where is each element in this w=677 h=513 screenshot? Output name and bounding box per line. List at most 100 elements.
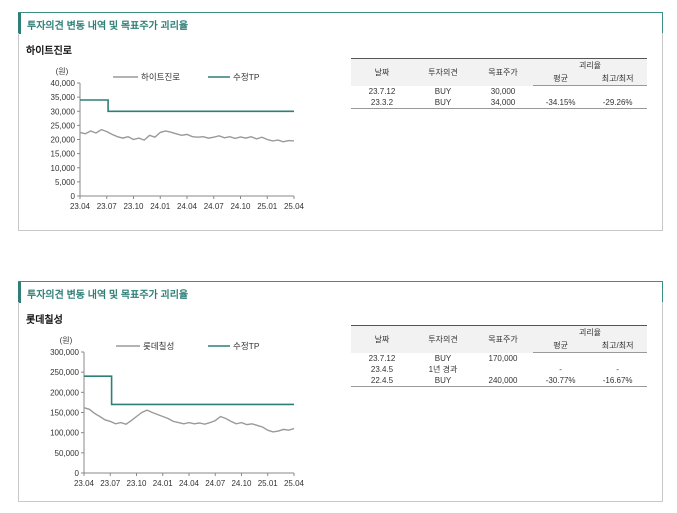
y-tick-label: 25,000 [51, 121, 76, 130]
col-gap-avg: 평균 [533, 72, 589, 86]
cell-target: 240,000 [473, 375, 533, 387]
y-unit-label: (원) [56, 67, 69, 76]
x-tick-label: 23.07 [97, 202, 118, 211]
panel-title: 투자의견 변동 내역 및 목표주가 괴리율 [27, 290, 189, 301]
col-gap-avg: 평균 [533, 339, 589, 353]
opinion-table: 날짜 투자의견 목표주가 괴리율 평균 최고/최저 23.7.12 BUY 17… [351, 325, 647, 387]
cell-date: 23.4.5 [370, 365, 394, 374]
x-tick-label: 25.04 [284, 479, 305, 488]
x-tick-label: 24.04 [177, 202, 198, 211]
cell-date: 23.7.12 [368, 86, 396, 96]
panel-lotte: 투자의견 변동 내역 및 목표주가 괴리율 롯데칠성 (원) 롯데칠성 수정TP… [18, 281, 663, 502]
cell-avg [533, 86, 588, 98]
cell-opinion: BUY [434, 86, 452, 96]
cell-opinion: BUY [413, 375, 473, 387]
y-tick-label: 30,000 [51, 107, 76, 116]
col-gap: 괴리율 [533, 325, 647, 339]
panel-hite: 투자의견 변동 내역 및 목표주가 괴리율 하이트진로 (원) 하이트진로 수정… [18, 12, 663, 231]
x-tick-label: 24.01 [150, 202, 171, 211]
legend: 롯데칠성 수정TP [116, 341, 260, 351]
stock-price-line [79, 128, 295, 143]
cell-opinion: BUY [413, 97, 473, 109]
cell-maxmin: - [616, 365, 619, 374]
cell-date: 22.4.5 [351, 375, 413, 387]
cell-opinion: 1년 경과 [428, 365, 458, 374]
opinion-table: 날짜 투자의견 목표주가 괴리율 평균 최고/최저 23.7.12 BUY 30… [351, 58, 647, 109]
col-target: 목표주가 [473, 325, 533, 353]
y-tick-label: 5,000 [55, 178, 76, 187]
cell-avg: - [559, 365, 562, 374]
price-chart: (원) 롯데칠성 수정TP 0 50,000 100,000 150,000 200,0… [50, 336, 305, 488]
cell-maxmin [588, 86, 647, 98]
y-tick-label: 0 [75, 469, 80, 478]
panel-header: 투자의견 변동 내역 및 목표주가 괴리율 [18, 12, 663, 34]
target-price-line [84, 375, 294, 406]
col-opinion: 투자의견 [413, 325, 473, 353]
panel-left-border [18, 302, 19, 501]
y-tick-label: 35,000 [51, 93, 76, 102]
panel-title: 투자의견 변동 내역 및 목표주가 괴리율 [27, 21, 189, 32]
cell-target: 30,000 [490, 86, 516, 96]
col-gap: 괴리율 [533, 58, 647, 72]
cell-target: 34,000 [473, 97, 533, 109]
x-tick-label: 24.01 [153, 479, 174, 488]
cell-avg: -34.15% [533, 97, 589, 109]
table-row: 23.7.12 BUY 170,000 [351, 353, 647, 365]
panel-right-border [662, 33, 663, 230]
x-tick-label: 23.04 [70, 202, 91, 211]
legend-target-label: 수정TP [233, 72, 260, 82]
cell-maxmin: -29.26% [588, 97, 647, 109]
y-tick-label: 100,000 [50, 429, 79, 438]
cell-opinion: BUY [434, 353, 452, 363]
legend-target-label: 수정TP [233, 341, 260, 351]
y-tick-label: 0 [71, 192, 76, 201]
y-tick-label: 10,000 [51, 164, 76, 173]
legend: 하이트진로 수정TP [113, 72, 260, 82]
x-tick-label: 24.10 [231, 479, 252, 488]
table-row: 23.4.5 1년 경과 - - [351, 364, 647, 375]
x-tick-label: 24.07 [205, 479, 226, 488]
cell-maxmin: -16.67% [588, 375, 647, 387]
y-tick-label: 20,000 [51, 136, 76, 145]
cell-avg: -30.77% [533, 375, 589, 387]
y-tick-label: 50,000 [55, 449, 80, 458]
cell-avg [533, 353, 588, 365]
panel-left-border [18, 33, 19, 230]
x-tick-label: 23.04 [74, 479, 95, 488]
table-row: 23.7.12 BUY 30,000 [351, 86, 647, 98]
legend-price-label: 롯데칠성 [143, 341, 174, 351]
x-tick-label: 24.04 [179, 479, 200, 488]
col-target: 목표주가 [473, 58, 533, 86]
panel-bottom-border [18, 501, 663, 502]
y-tick-label: 250,000 [50, 368, 79, 377]
target-price-line [80, 99, 294, 113]
x-tick-label: 25.04 [284, 202, 305, 211]
col-opinion: 투자의견 [413, 58, 473, 86]
panel-right-border [662, 302, 663, 501]
x-tick-label: 25.01 [257, 202, 278, 211]
col-date: 날짜 [351, 325, 413, 353]
x-tick-label: 24.10 [230, 202, 251, 211]
y-tick-label: 300,000 [50, 348, 79, 357]
y-tick-label: 200,000 [50, 388, 79, 397]
col-date: 날짜 [351, 58, 413, 86]
col-gap-maxmin: 최고/최저 [588, 72, 647, 86]
header-accent-bar [18, 282, 21, 303]
x-tick-label: 23.10 [123, 202, 144, 211]
stock-price-line [83, 407, 295, 433]
x-tick-label: 24.07 [204, 202, 225, 211]
y-unit-label: (원) [60, 336, 73, 345]
table-row: 22.4.5 BUY 240,000 -30.77% -16.67% [351, 375, 647, 387]
y-tick-label: 40,000 [51, 79, 76, 88]
header-accent-bar [18, 13, 21, 34]
cell-date: 23.7.12 [368, 353, 396, 363]
cell-date: 23.3.2 [351, 97, 413, 109]
panel-header: 투자의견 변동 내역 및 목표주가 괴리율 [18, 281, 663, 303]
y-tick-label: 150,000 [50, 409, 79, 418]
company-name: 롯데칠성 [26, 315, 63, 326]
x-tick-label: 23.07 [100, 479, 121, 488]
cell-maxmin [588, 353, 647, 365]
legend-price-label: 하이트진로 [141, 72, 180, 82]
x-tick-label: 23.10 [126, 479, 147, 488]
price-chart: (원) 하이트진로 수정TP 0 5,000 10,000 15,000 20,000 2… [51, 67, 305, 211]
